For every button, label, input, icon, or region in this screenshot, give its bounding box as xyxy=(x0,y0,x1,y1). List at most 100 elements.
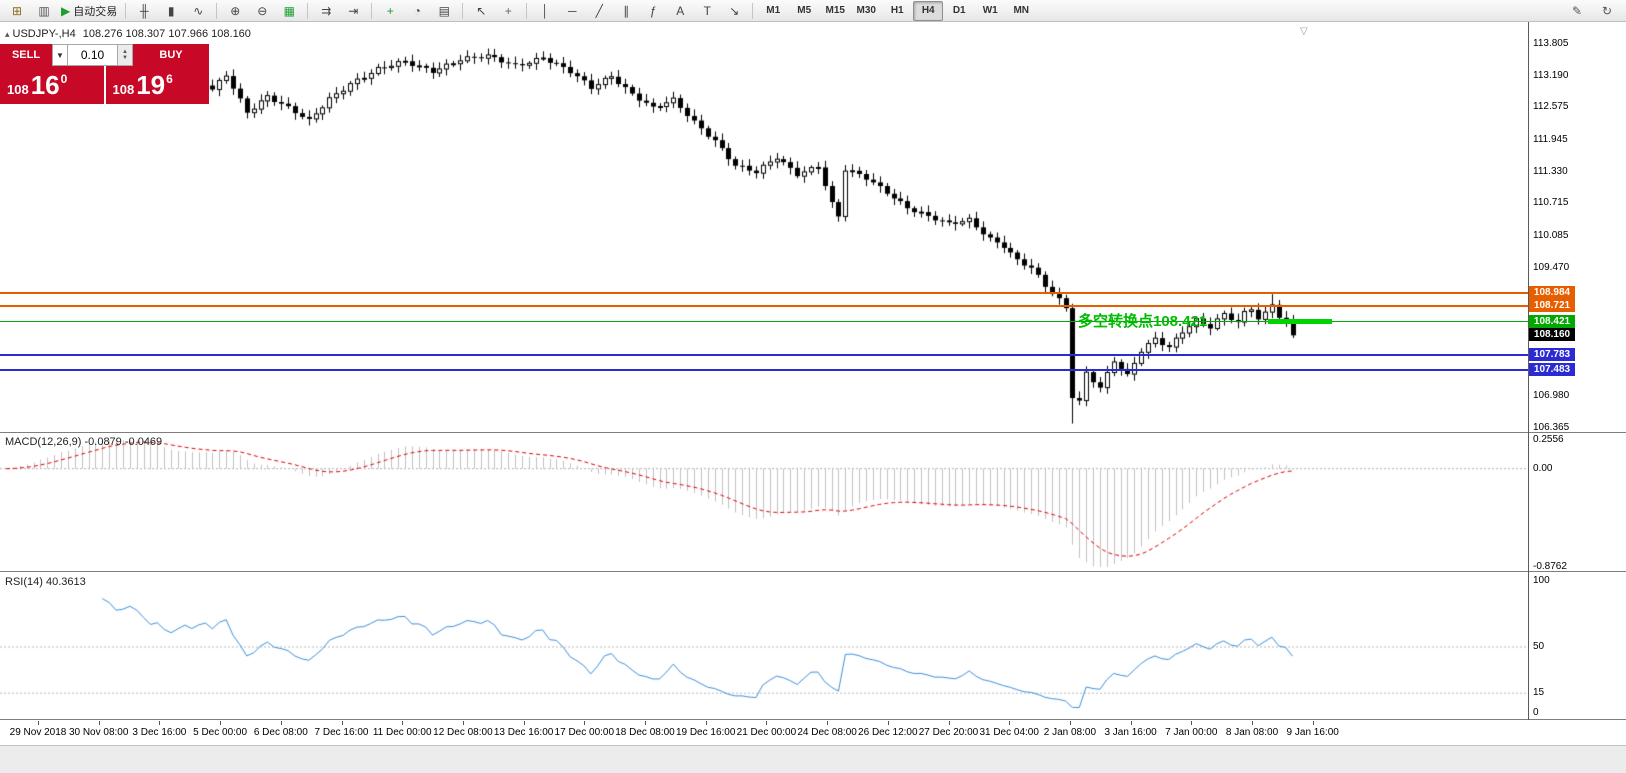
text-icon[interactable]: A xyxy=(667,1,693,21)
sell-price-pips: 16 xyxy=(30,70,60,100)
line-chart-icon[interactable]: ∿ xyxy=(185,1,211,21)
periods-icon[interactable]: ◔ xyxy=(404,1,430,21)
timeframe-m1[interactable]: M1 xyxy=(758,1,788,21)
rsi-axis-label: 0 xyxy=(1533,707,1539,718)
cursor-icon[interactable]: ↖ xyxy=(468,1,494,21)
price-horizontal-line[interactable] xyxy=(0,321,1528,323)
time-axis-tick xyxy=(766,721,768,725)
bar-chart-icon: ╫ xyxy=(139,3,149,18)
macd-panel-splitter[interactable] xyxy=(0,432,1626,433)
buy-price-main: 108 xyxy=(112,81,135,97)
timeframe-m15[interactable]: M15 xyxy=(820,1,850,21)
autotrading-button-label: 自动交易 xyxy=(73,5,118,18)
zoom-out-icon[interactable]: ⊖ xyxy=(249,1,275,21)
price-horizontal-line[interactable] xyxy=(0,291,1528,294)
timeframe-d1[interactable]: D1 xyxy=(944,1,974,21)
lot-spin-down-icon[interactable]: ▼ xyxy=(122,55,128,61)
time-axis-splitter xyxy=(0,719,1626,720)
chart-ohlc-values: 108.276 108.307 107.966 108.160 xyxy=(82,28,251,40)
timeframe-h4[interactable]: H4 xyxy=(913,0,944,21)
bar-chart-icon[interactable]: ╫ xyxy=(131,1,157,21)
time-axis-label: 7 Jan 00:00 xyxy=(1165,727,1218,738)
timeframe-m30[interactable]: M30 xyxy=(851,1,881,21)
macd-indicator-canvas[interactable] xyxy=(0,434,1528,570)
time-axis-label: 3 Dec 16:00 xyxy=(132,727,187,738)
time-axis-label: 24 Dec 08:00 xyxy=(797,727,857,738)
indicators-icon[interactable]: + xyxy=(377,1,403,21)
sell-price-button[interactable]: 108 16 0 xyxy=(0,66,104,104)
sell-price-main: 108 xyxy=(7,81,29,97)
lot-spinner[interactable]: ▲ ▼ xyxy=(118,44,133,66)
price-horizontal-line[interactable] xyxy=(0,369,1528,372)
rsi-indicator-canvas[interactable] xyxy=(0,573,1528,719)
time-axis-label: 5 Dec 00:00 xyxy=(193,727,248,738)
candlestick-chart-icon: ▮ xyxy=(167,3,175,18)
equidistant-channel-icon[interactable]: ∥ xyxy=(613,1,639,21)
new-order-icon: ⊞ xyxy=(11,3,23,18)
horizontal-line-icon[interactable]: ─ xyxy=(559,1,585,21)
quick-edit-icon[interactable]: ✎ xyxy=(1564,1,1590,21)
time-axis-label: 31 Dec 04:00 xyxy=(979,727,1039,738)
buy-button[interactable]: BUY xyxy=(133,44,209,66)
price-axis-label: 110.715 xyxy=(1533,197,1569,209)
text-icon: A xyxy=(676,3,685,18)
buy-price-button[interactable]: 108 19 6 xyxy=(105,66,209,104)
arrows-icon[interactable]: ↘ xyxy=(721,1,747,21)
candlestick-chart-canvas[interactable] xyxy=(0,24,1528,432)
refresh-icon[interactable]: ↻ xyxy=(1594,1,1620,21)
zoom-in-icon: ⊕ xyxy=(230,3,241,18)
auto-scroll-icon[interactable]: ⇉ xyxy=(313,1,339,21)
timeframe-h1[interactable]: H1 xyxy=(882,1,912,21)
time-axis[interactable]: 29 Nov 2018 30 Nov 08:00 3 Dec 16:00 5 Dec … xyxy=(0,720,1626,745)
templates-icon[interactable]: ▤ xyxy=(431,1,457,21)
pivot-annotation-text[interactable]: 多空转换点108.421 xyxy=(1078,313,1208,330)
price-horizontal-line[interactable] xyxy=(0,353,1528,356)
chart-shift-icon: ⇥ xyxy=(348,3,359,18)
pivot-thick-segment[interactable] xyxy=(1268,319,1332,325)
lot-spin-up-icon[interactable]: ▲ xyxy=(122,49,128,55)
text-label-icon[interactable]: T xyxy=(694,1,720,21)
toolbar-separator xyxy=(216,2,218,19)
candlestick-chart-icon[interactable]: ▮ xyxy=(158,1,184,21)
tile-windows-icon[interactable]: ▦ xyxy=(276,1,302,21)
chart-shift-marker[interactable]: ▽ xyxy=(1300,26,1308,37)
autotrading-button[interactable]: ▶ 自动交易 xyxy=(58,1,120,21)
fibonacci-icon[interactable]: ƒ xyxy=(640,1,666,21)
new-order-icon[interactable]: ⊞ xyxy=(4,1,30,21)
lot-size-input[interactable] xyxy=(68,44,118,66)
time-axis-tick xyxy=(98,721,100,725)
time-axis-tick xyxy=(159,721,161,725)
sell-button[interactable]: SELL xyxy=(0,44,52,66)
time-axis-tick xyxy=(462,721,464,725)
timeframe-m5[interactable]: M5 xyxy=(789,1,819,21)
sell-price-point: 0 xyxy=(60,72,68,86)
rsi-name: RSI(14) xyxy=(5,576,43,588)
refresh-icon: ↻ xyxy=(1601,3,1613,18)
timeframe-m15-label: M15 xyxy=(825,5,845,16)
trade-panel-price-row: 108 16 0 108 19 6 xyxy=(0,66,209,104)
charts-icon[interactable]: ▥ xyxy=(31,1,57,21)
vertical-line-icon[interactable]: │ xyxy=(532,1,558,21)
current-price-badge: 108.160 xyxy=(1529,328,1575,342)
time-axis-tick xyxy=(402,721,404,725)
price-axis-label: 111.330 xyxy=(1533,165,1568,177)
time-axis-label: 26 Dec 12:00 xyxy=(858,727,918,738)
trendline-icon[interactable]: ╱ xyxy=(586,1,612,21)
autotrading-button-icon: ▶ xyxy=(61,3,71,18)
chart-shift-icon[interactable]: ⇥ xyxy=(340,1,366,21)
price-line-badge: 107.783 xyxy=(1529,347,1575,361)
price-horizontal-line[interactable] xyxy=(0,305,1528,308)
zoom-in-icon[interactable]: ⊕ xyxy=(222,1,248,21)
crosshair-icon[interactable]: + xyxy=(495,1,521,21)
macd-axis-label: -0.8762 xyxy=(1533,561,1567,572)
time-axis-tick xyxy=(645,721,646,725)
rsi-panel-splitter[interactable] xyxy=(0,571,1626,572)
time-axis-label: 21 Dec 00:00 xyxy=(736,727,797,738)
timeframe-w1[interactable]: W1 xyxy=(975,1,1005,21)
timeframe-mn[interactable]: MN xyxy=(1006,1,1036,21)
crosshair-icon: + xyxy=(504,3,512,18)
order-type-dropdown[interactable]: ▼ xyxy=(52,44,68,66)
quick-edit-icon: ✎ xyxy=(1571,3,1583,18)
time-axis-label: 29 Nov 2018 xyxy=(9,727,67,738)
